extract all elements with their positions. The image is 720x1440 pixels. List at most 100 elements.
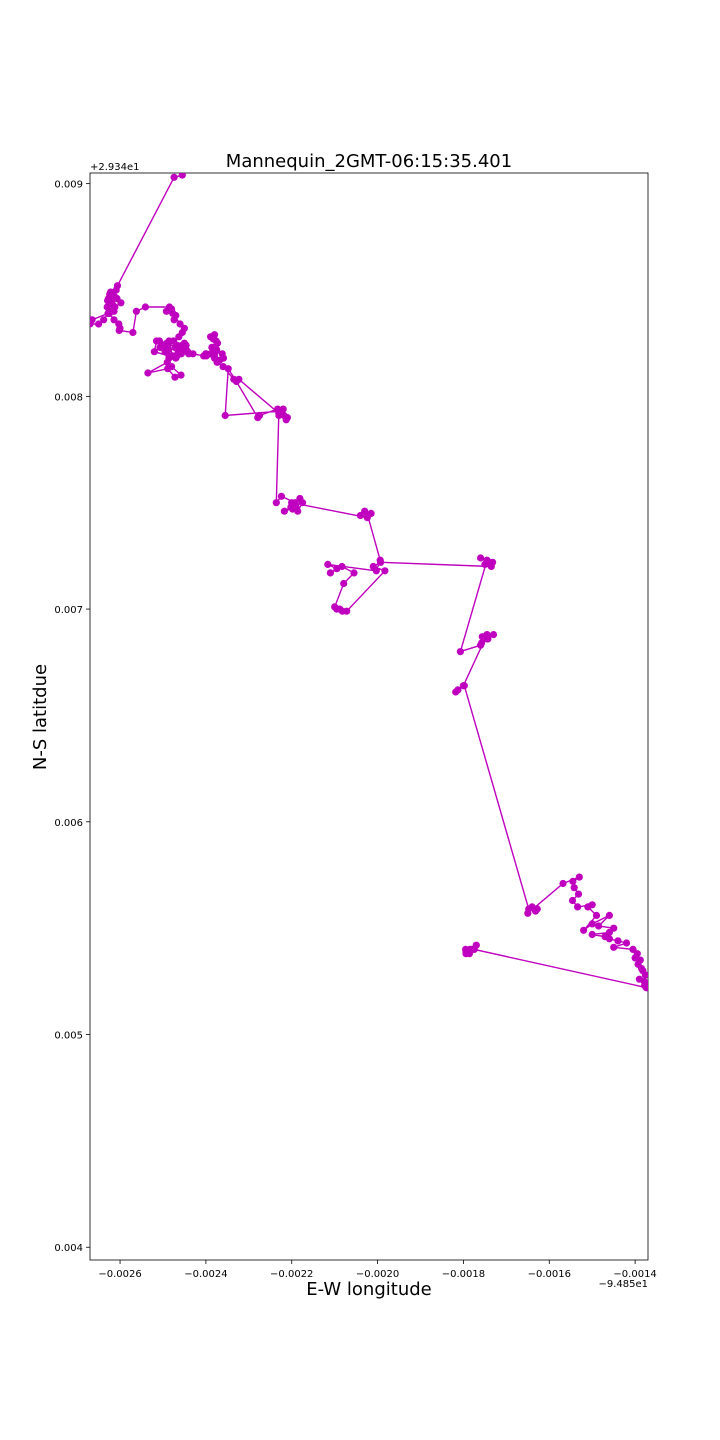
track-point	[477, 639, 486, 647]
track-point	[110, 316, 118, 324]
track-point	[155, 337, 164, 345]
track-point	[326, 569, 334, 577]
x-tick-label: −0.0014	[613, 1269, 656, 1280]
track-point	[595, 922, 603, 930]
track-point	[477, 554, 485, 562]
track-point	[605, 911, 614, 920]
track-point	[296, 494, 304, 503]
x-axis: −0.0026 −0.0024 −0.0022 −0.0020 −0.0018 −0.00…	[98, 1260, 657, 1280]
track-point	[584, 903, 592, 911]
track-point	[163, 339, 171, 347]
x-tick-label: −0.0026	[98, 1269, 141, 1280]
track-point	[108, 290, 116, 298]
track-point	[483, 631, 491, 639]
track-point	[213, 358, 221, 366]
track-point	[275, 407, 283, 415]
track-point	[232, 377, 240, 386]
plot-area	[89, 172, 649, 1261]
track-point	[528, 903, 536, 911]
track-point	[280, 507, 288, 515]
track-point	[144, 369, 152, 377]
y-tick-label: 0.009	[54, 180, 83, 191]
track-point	[343, 607, 351, 615]
x-axis-label: E-W longitude	[306, 1279, 431, 1300]
track-point	[175, 333, 183, 341]
track-point	[489, 631, 498, 639]
plot-frame	[89, 172, 649, 1261]
track-point	[104, 297, 112, 305]
y-tick-label: 0.008	[54, 392, 83, 403]
track-point	[111, 303, 119, 311]
track-point	[221, 411, 229, 420]
y-axis: 0.004 0.005 0.006 0.007 0.008 0.009	[54, 180, 90, 1254]
track-point	[460, 682, 468, 690]
track-point	[364, 511, 372, 520]
track-point	[614, 937, 622, 945]
track-point	[288, 499, 296, 507]
track-point	[377, 558, 385, 566]
track-point	[468, 945, 476, 954]
track-point	[570, 884, 578, 892]
y-tick-label: 0.005	[54, 1031, 83, 1042]
x-tick-label: −0.0020	[356, 1269, 399, 1280]
track-point	[113, 294, 121, 303]
y-offset-label: +2.934e1	[90, 162, 140, 173]
track-point	[170, 316, 178, 324]
track-point	[163, 358, 171, 366]
track-point	[574, 903, 582, 911]
track-point	[641, 971, 648, 979]
track-point	[350, 569, 358, 577]
track-point	[177, 348, 185, 356]
track-point	[103, 303, 111, 311]
track-point	[254, 414, 262, 422]
track-point	[100, 316, 108, 324]
track-point	[592, 911, 601, 920]
track-line	[90, 174, 648, 989]
track-point	[381, 567, 389, 575]
track-point	[283, 414, 291, 422]
track-point	[575, 873, 583, 881]
track-point	[224, 365, 232, 373]
track-point	[569, 877, 577, 886]
track-point	[588, 920, 596, 928]
track-point	[574, 890, 583, 898]
track-point	[90, 316, 96, 324]
x-tick-label: −0.0024	[184, 1269, 227, 1280]
track-point	[171, 343, 179, 351]
track-point	[605, 935, 614, 943]
track-point	[568, 896, 577, 905]
track-point	[635, 975, 644, 983]
track-point	[95, 320, 103, 328]
track-point	[178, 173, 186, 179]
track-point	[524, 909, 532, 917]
track-point	[272, 499, 280, 507]
track-point	[580, 926, 588, 934]
track-point	[643, 984, 648, 992]
track-point	[338, 562, 346, 571]
y-tick-label: 0.006	[54, 818, 83, 829]
track-point	[129, 328, 137, 337]
track-point	[218, 350, 226, 358]
track-point	[489, 558, 497, 566]
track-point	[164, 365, 172, 373]
track-point	[559, 879, 567, 888]
track-point	[369, 562, 377, 571]
chart-title: Mannequin_2GMT-06:15:35.401	[226, 151, 512, 172]
y-tick-label: 0.007	[54, 605, 83, 616]
track-point	[340, 579, 348, 588]
track-point	[454, 686, 462, 694]
track-point	[168, 307, 176, 315]
track-point	[132, 307, 140, 315]
track-point	[456, 648, 464, 656]
track-point	[277, 492, 285, 500]
track-point	[105, 309, 113, 317]
track-point	[213, 339, 222, 347]
track-point	[150, 348, 158, 356]
track-point	[171, 373, 179, 381]
track-point	[115, 326, 123, 334]
track-point	[483, 556, 491, 564]
track-point	[324, 560, 332, 569]
track-point	[170, 173, 178, 181]
track-point	[622, 939, 631, 947]
